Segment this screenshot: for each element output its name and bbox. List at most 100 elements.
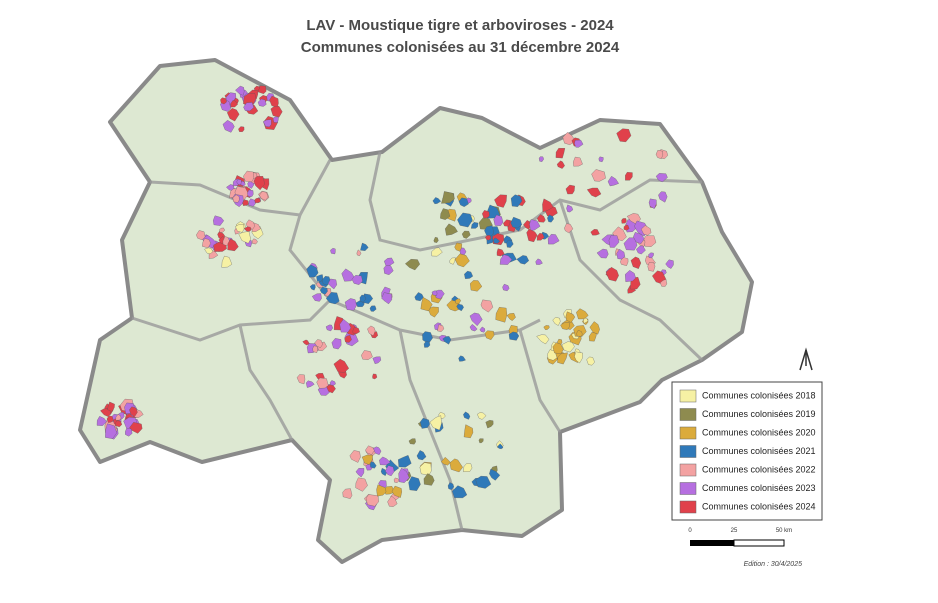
legend-swatch — [679, 445, 697, 458]
commune — [253, 176, 265, 191]
commune — [398, 467, 410, 483]
commune — [497, 443, 504, 450]
commune — [420, 297, 433, 312]
commune — [445, 223, 458, 236]
commune — [393, 477, 400, 483]
commune — [360, 242, 369, 251]
commune — [398, 455, 412, 468]
commune — [561, 341, 575, 353]
commune — [660, 279, 668, 287]
commune — [236, 179, 242, 186]
commune — [238, 231, 251, 244]
commune — [598, 156, 604, 163]
commune — [461, 230, 471, 239]
commune — [372, 373, 378, 380]
commune — [463, 411, 471, 420]
commune — [573, 156, 583, 167]
commune — [252, 238, 258, 245]
legend-swatch — [679, 500, 697, 514]
commune — [259, 191, 269, 201]
commune — [588, 332, 597, 342]
commune — [311, 293, 322, 302]
legend-label: Communes colonisées 2019 — [702, 409, 816, 419]
commune — [564, 223, 574, 234]
commune — [408, 476, 421, 491]
commune — [351, 275, 363, 285]
legend-label: Communes colonisées 2022 — [702, 464, 816, 474]
commune — [547, 214, 554, 223]
commune — [361, 350, 373, 360]
commune — [458, 197, 469, 207]
commune — [433, 237, 439, 243]
north-arrow — [799, 347, 813, 371]
commune — [605, 267, 619, 282]
department-borders — [131, 151, 704, 531]
commune — [607, 175, 619, 187]
commune — [254, 197, 261, 204]
commune — [538, 156, 544, 162]
legend-swatch — [679, 426, 697, 440]
commune — [272, 116, 279, 123]
commune — [641, 225, 652, 236]
legend-swatch — [679, 463, 697, 477]
commune — [356, 249, 362, 257]
commune — [493, 214, 504, 226]
commune — [489, 468, 501, 481]
commune — [477, 412, 487, 420]
commune — [596, 248, 609, 259]
commune — [625, 270, 636, 282]
commune — [495, 307, 508, 323]
commune — [107, 401, 115, 412]
commune — [316, 377, 329, 389]
commune — [547, 234, 560, 245]
commune — [222, 120, 235, 133]
commune — [384, 257, 395, 266]
legend-box — [671, 381, 823, 521]
commune — [423, 341, 431, 348]
commune — [552, 317, 561, 326]
commune — [655, 173, 668, 183]
commune — [243, 170, 255, 183]
commune — [620, 257, 629, 266]
commune — [543, 325, 550, 330]
commune — [344, 298, 357, 311]
legend-label: Communes colonisées 2018 — [702, 390, 816, 400]
commune — [349, 450, 361, 463]
commune — [542, 198, 554, 213]
commune — [432, 197, 442, 205]
commune — [196, 230, 206, 241]
commune — [454, 253, 470, 268]
commune — [219, 227, 225, 233]
commune — [202, 238, 211, 249]
commune — [381, 292, 393, 305]
commune — [647, 262, 656, 272]
commune — [302, 339, 310, 346]
commune — [447, 482, 455, 490]
commune — [499, 254, 513, 265]
commune — [235, 224, 245, 233]
commune — [586, 356, 595, 366]
legend: Communes colonisées 2018 Communes colonis… — [679, 389, 816, 514]
commune — [442, 336, 452, 345]
commune — [516, 255, 529, 265]
commune — [455, 298, 461, 305]
commune — [306, 264, 319, 278]
commune — [526, 228, 538, 243]
commune — [485, 235, 492, 241]
commune — [452, 485, 468, 499]
commune — [457, 212, 473, 228]
commune — [408, 438, 416, 445]
commune — [391, 485, 402, 498]
commune — [416, 450, 427, 461]
commune — [470, 280, 483, 292]
commune — [625, 172, 633, 181]
commune — [105, 423, 117, 439]
commune — [306, 380, 315, 388]
scale-label: 25 — [731, 528, 738, 534]
commune — [385, 465, 395, 477]
legend-label: Communes colonisées 2020 — [702, 427, 816, 437]
commune — [494, 194, 507, 208]
commune — [475, 475, 492, 489]
commune — [478, 438, 484, 444]
commune — [230, 100, 238, 108]
